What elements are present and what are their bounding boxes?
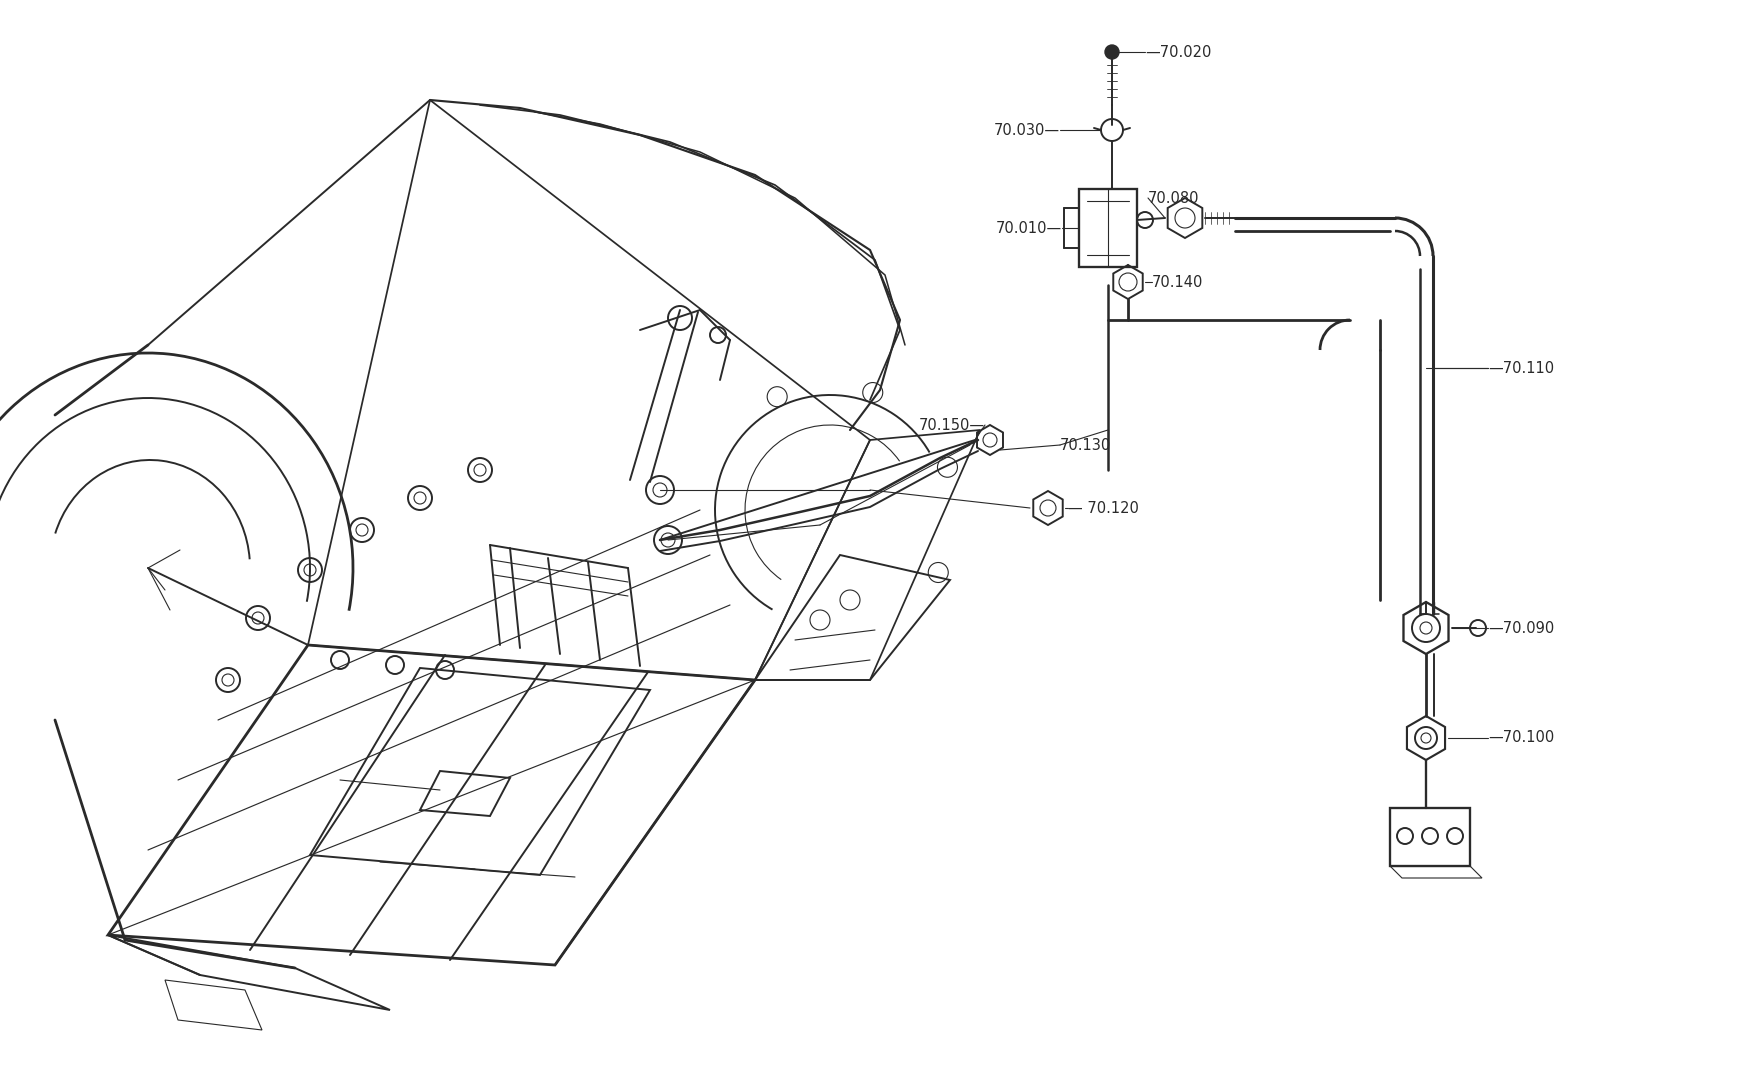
Bar xyxy=(1389,808,1469,866)
Text: 70.080: 70.080 xyxy=(1148,190,1198,205)
Text: —70.110: —70.110 xyxy=(1487,361,1553,376)
Text: —70.090: —70.090 xyxy=(1487,621,1553,636)
Text: 70.130: 70.130 xyxy=(1059,438,1111,453)
Text: — 70.120: — 70.120 xyxy=(1068,501,1139,516)
Text: 70.150—: 70.150— xyxy=(918,417,984,432)
Text: 70.140: 70.140 xyxy=(1151,275,1203,290)
Text: —70.100: —70.100 xyxy=(1487,731,1553,746)
Text: 70.010—: 70.010— xyxy=(995,220,1061,235)
Text: 70.030—: 70.030— xyxy=(993,122,1059,138)
Circle shape xyxy=(1104,45,1118,59)
Bar xyxy=(1078,189,1136,268)
Text: —70.020: —70.020 xyxy=(1144,45,1210,60)
